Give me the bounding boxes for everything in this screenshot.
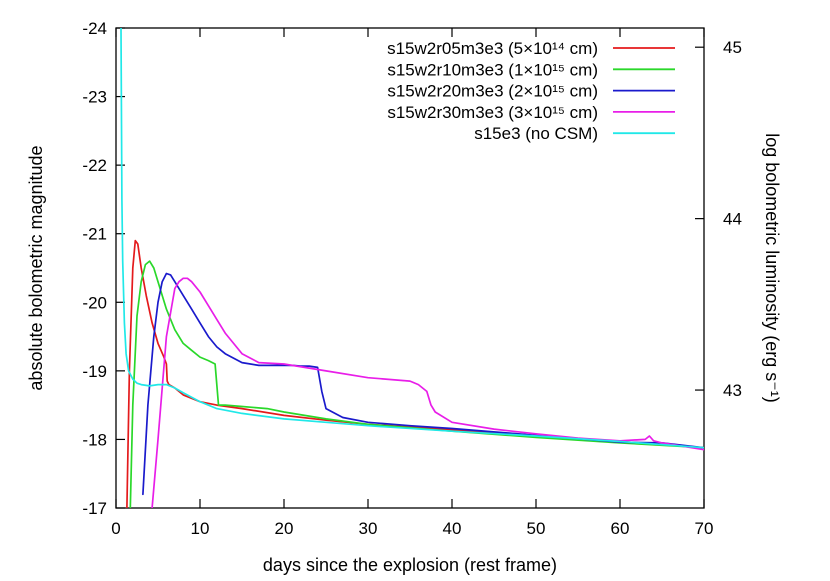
y2-tick-label: 44 (723, 210, 742, 229)
legend-label-4: s15w2r30m3e3 (3×10¹⁵ cm) (387, 103, 598, 122)
series-line-5 (120, 28, 704, 449)
x-tick-label: 40 (443, 519, 462, 538)
series-line-2 (129, 260, 704, 508)
x-tick-label: 60 (611, 519, 630, 538)
y-tick-label: -21 (82, 225, 107, 244)
x-tick-label: 20 (275, 519, 294, 538)
y-tick-label: -18 (82, 430, 107, 449)
series-line-1 (126, 239, 704, 508)
x-tick-label: 70 (695, 519, 714, 538)
x-tick-label: 50 (527, 519, 546, 538)
y2-tick-label: 45 (723, 38, 742, 57)
x-tick-label: 0 (111, 519, 120, 538)
x-axis-label: days since the explosion (rest frame) (263, 555, 557, 575)
x-tick-label: 10 (191, 519, 210, 538)
legend-label-1: s15w2r05m3e3 (5×10¹⁴ cm) (387, 39, 598, 58)
legend: s15w2r05m3e3 (5×10¹⁴ cm) s15w2r10m3e3 (1×… (387, 39, 675, 143)
series-line-3 (142, 272, 704, 496)
legend-label-5: s15e3 (no CSM) (474, 124, 598, 143)
legend-label-3: s15w2r20m3e3 (2×10¹⁵ cm) (387, 82, 598, 101)
y-tick-label: -22 (82, 156, 107, 175)
x-tick-label: 30 (359, 519, 378, 538)
y-tick-label: -23 (82, 88, 107, 107)
plot-frame (115, 27, 705, 509)
y-axis-label: absolute bolometric magnitude (26, 145, 46, 390)
series-line-4 (151, 277, 704, 508)
series-group (120, 28, 704, 508)
y2-axis-label: log bolometric luminosity (erg s⁻¹) (762, 133, 782, 403)
y-tick-label: -20 (82, 293, 107, 312)
axis-ticks: 0 10 20 30 40 50 60 70 -17 -18 -19 -20 -21 -22 -23 -24 4… (82, 19, 742, 538)
y-tick-label: -19 (82, 362, 107, 381)
legend-label-2: s15w2r10m3e3 (1×10¹⁵ cm) (387, 60, 598, 79)
y2-tick-label: 43 (723, 381, 742, 400)
y-tick-label: -24 (82, 19, 107, 38)
y-tick-label: -17 (82, 499, 107, 518)
